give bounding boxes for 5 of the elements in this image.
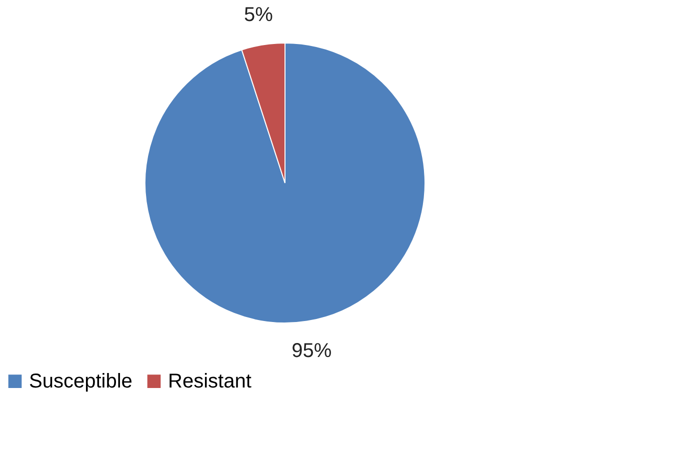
data-label: 5% <box>244 4 274 26</box>
data-label: 95% <box>292 340 332 362</box>
legend-label: Resistant <box>168 370 252 392</box>
legend-label: Susceptible <box>29 370 132 392</box>
pie-slice <box>144 42 426 324</box>
